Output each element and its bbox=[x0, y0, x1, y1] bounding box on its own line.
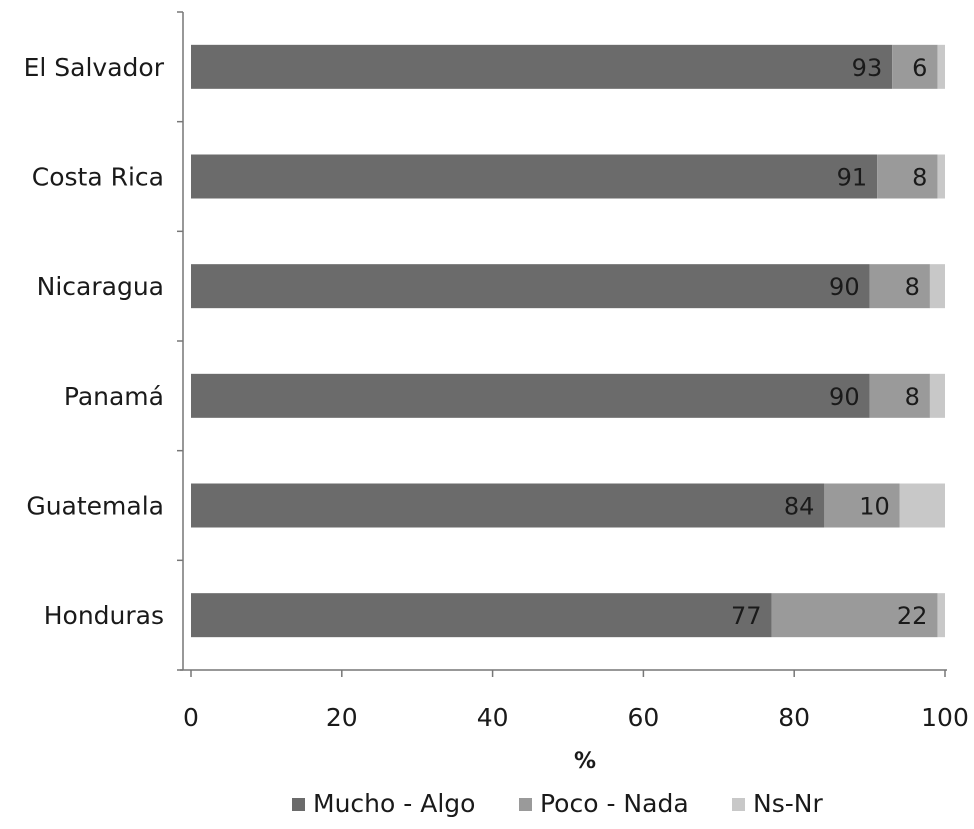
legend: Mucho - Algo Poco - Nada Ns-Nr bbox=[292, 789, 823, 818]
category-label: Panamá bbox=[64, 382, 164, 411]
x-tick-labels: 0 20 40 60 80 100 bbox=[183, 703, 969, 732]
data-label: 77 bbox=[731, 602, 762, 630]
category-label: Nicaragua bbox=[37, 272, 164, 301]
bar-segment bbox=[937, 154, 945, 199]
bar-segment bbox=[869, 264, 930, 309]
legend-swatch bbox=[519, 798, 532, 811]
legend-label: Poco - Nada bbox=[540, 789, 689, 818]
bar-segment bbox=[937, 44, 945, 89]
data-label: 8 bbox=[905, 273, 920, 301]
data-label: 10 bbox=[859, 493, 890, 521]
data-labels: 93 6 91 8 90 8 90 8 84 10 77 22 bbox=[731, 54, 927, 630]
bar-segment bbox=[191, 264, 870, 309]
x-tick-label: 20 bbox=[326, 703, 358, 732]
category-labels: El Salvador Costa Rica Nicaragua Panamá Guat… bbox=[24, 53, 165, 630]
axes bbox=[177, 11, 947, 677]
bar-segment bbox=[899, 483, 945, 528]
bar-segment bbox=[929, 264, 945, 309]
category-label: Honduras bbox=[44, 601, 164, 630]
bar-segment bbox=[824, 483, 900, 528]
bar-segment bbox=[191, 483, 825, 528]
data-label: 90 bbox=[829, 383, 860, 411]
x-axis-title: % bbox=[574, 749, 596, 774]
legend-swatch bbox=[732, 798, 745, 811]
data-label: 6 bbox=[912, 54, 927, 82]
x-tick-label: 80 bbox=[778, 703, 810, 732]
data-label: 91 bbox=[837, 164, 868, 192]
data-label: 22 bbox=[897, 602, 928, 630]
bar-segment bbox=[869, 373, 930, 418]
bar-segment bbox=[191, 373, 870, 418]
bar-segment bbox=[771, 593, 938, 638]
x-tick-label: 60 bbox=[627, 703, 659, 732]
bars-group bbox=[191, 44, 945, 638]
bar-segment bbox=[191, 154, 878, 199]
data-label: 93 bbox=[852, 54, 883, 82]
x-tick-label: 100 bbox=[921, 703, 969, 732]
data-label: 8 bbox=[905, 383, 920, 411]
bar-segment bbox=[937, 593, 945, 638]
legend-swatch bbox=[292, 798, 305, 811]
category-label: Costa Rica bbox=[32, 163, 164, 192]
category-label: El Salvador bbox=[24, 53, 165, 82]
legend-label: Mucho - Algo bbox=[313, 789, 475, 818]
x-tick-label: 0 bbox=[183, 703, 199, 732]
bar-segment bbox=[892, 44, 938, 89]
x-tick-label: 40 bbox=[477, 703, 509, 732]
bar-segment bbox=[929, 373, 945, 418]
data-label: 90 bbox=[829, 273, 860, 301]
data-label: 84 bbox=[784, 493, 815, 521]
bar-segment bbox=[191, 593, 772, 638]
category-label: Guatemala bbox=[26, 492, 164, 521]
bar-segment bbox=[191, 44, 893, 89]
bar-segment bbox=[877, 154, 938, 199]
legend-label: Ns-Nr bbox=[753, 789, 823, 818]
data-label: 8 bbox=[912, 164, 927, 192]
